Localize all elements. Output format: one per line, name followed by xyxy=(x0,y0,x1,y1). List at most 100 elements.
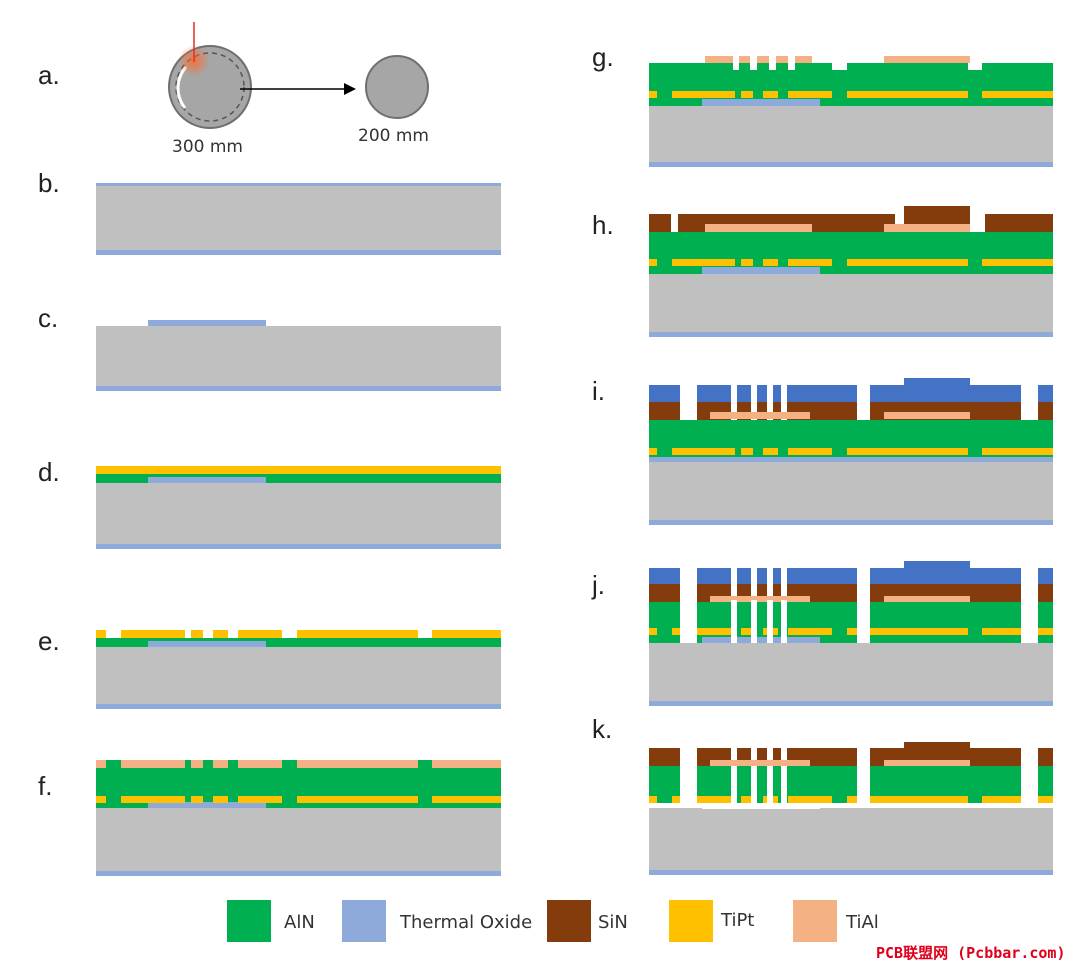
silicon-substrate xyxy=(649,808,1053,870)
tipt-patterned xyxy=(121,630,185,638)
tipt-layer xyxy=(96,466,501,474)
tipt-patterned xyxy=(763,259,778,266)
tipt-patterned xyxy=(649,448,657,455)
oxide-pad xyxy=(148,802,266,808)
cross-section-h xyxy=(649,206,1053,337)
tipt-patterned xyxy=(982,448,1053,455)
oxide-cap xyxy=(787,568,857,584)
aln-stack xyxy=(649,63,1053,106)
tial-patterned xyxy=(121,760,185,768)
tipt-patterned xyxy=(982,628,1053,635)
tipt-patterned xyxy=(191,796,203,803)
tial-patterned xyxy=(238,760,282,768)
oxide-cap xyxy=(697,385,731,402)
step-label-e: e. xyxy=(38,626,60,656)
sin-layer xyxy=(773,748,781,766)
tipt-patterned xyxy=(297,796,418,803)
tial-pad xyxy=(710,412,810,419)
released-cavity xyxy=(702,803,820,809)
tipt-patterned xyxy=(741,796,753,803)
arrow-head xyxy=(344,83,356,95)
oxide-cap xyxy=(773,568,781,584)
oxide-cap xyxy=(773,385,781,402)
thermal-oxide-bottom xyxy=(96,871,501,876)
legend-label-tial: TiAl xyxy=(845,912,879,933)
silicon-substrate xyxy=(96,326,501,386)
cross-section-i xyxy=(649,378,1053,525)
oxide-cap xyxy=(697,568,731,584)
thermal-oxide-bottom xyxy=(649,870,1053,875)
legend-swatch-tial xyxy=(793,900,837,942)
tipt-patterned xyxy=(847,628,968,635)
oxide-cap xyxy=(904,378,970,388)
silicon-substrate xyxy=(649,106,1053,162)
step-label-c: c. xyxy=(38,303,58,333)
release-trench xyxy=(751,600,757,643)
step-label-k: k. xyxy=(592,714,612,744)
tial-pad xyxy=(705,224,812,232)
oxide-cap xyxy=(904,561,970,571)
cross-section-j xyxy=(649,561,1053,706)
tipt-patterned xyxy=(649,259,657,266)
oxide-cap xyxy=(870,385,1021,402)
tipt-patterned xyxy=(847,259,968,266)
step-label-g: g. xyxy=(592,42,614,72)
release-trench xyxy=(731,766,737,803)
via-opening xyxy=(968,63,982,70)
wafer-size-200: 200 mm xyxy=(358,126,429,146)
tipt-patterned xyxy=(763,91,778,98)
via-opening xyxy=(788,63,795,70)
tipt-patterned xyxy=(238,630,282,638)
thermal-oxide-bottom xyxy=(96,250,501,255)
tipt-patterned xyxy=(238,796,282,803)
tipt-patterned xyxy=(96,630,106,638)
sin-layer xyxy=(757,748,767,766)
tial-patterned xyxy=(432,760,501,768)
tipt-patterned xyxy=(649,628,657,635)
oxide-pad xyxy=(148,477,266,483)
legend-swatch-sin xyxy=(547,900,591,942)
step-label-i: i. xyxy=(592,376,605,406)
oxide-cap xyxy=(870,568,1021,584)
step-label-b: b. xyxy=(38,168,60,198)
cross-section-e xyxy=(96,630,501,709)
cross-section-g xyxy=(649,56,1053,167)
step-label-j: j. xyxy=(591,570,605,600)
aln-stack xyxy=(649,602,1053,643)
release-trench xyxy=(857,766,870,803)
sin-layer xyxy=(649,214,671,232)
legend-swatch-aln xyxy=(227,900,271,942)
step-label-d: d. xyxy=(38,457,60,487)
tipt-patterned xyxy=(847,448,968,455)
sin-layer xyxy=(985,214,1053,232)
oxide-pad xyxy=(148,320,266,326)
tipt-patterned xyxy=(741,91,753,98)
step-label-f: f. xyxy=(38,771,52,801)
oxide-cap xyxy=(787,385,857,402)
tipt-patterned xyxy=(982,796,1053,803)
tial-pad xyxy=(705,56,733,63)
cross-section-d xyxy=(96,466,501,549)
legend-label-tipt: TiPt xyxy=(720,910,754,931)
silicon-substrate xyxy=(96,647,501,704)
legend-label-thermal-oxide: Thermal Oxide xyxy=(399,912,532,933)
release-trench xyxy=(680,766,697,803)
thermal-oxide-bottom xyxy=(649,520,1053,525)
tipt-patterned xyxy=(982,259,1053,266)
oxide-pad xyxy=(702,267,820,274)
oxide-cap xyxy=(649,385,680,402)
tipt-patterned xyxy=(788,796,832,803)
release-trench xyxy=(731,600,737,643)
oxide-cap xyxy=(737,568,751,584)
tipt-patterned xyxy=(788,91,832,98)
step-label-a: a. xyxy=(38,60,60,90)
tipt-patterned xyxy=(96,796,106,803)
release-trench xyxy=(751,766,757,803)
via-opening xyxy=(832,63,847,70)
tial-pad xyxy=(795,56,812,63)
tipt-patterned xyxy=(741,628,753,635)
aln-stack xyxy=(649,420,1053,462)
release-trench xyxy=(1021,600,1038,643)
tipt-patterned xyxy=(672,259,735,266)
